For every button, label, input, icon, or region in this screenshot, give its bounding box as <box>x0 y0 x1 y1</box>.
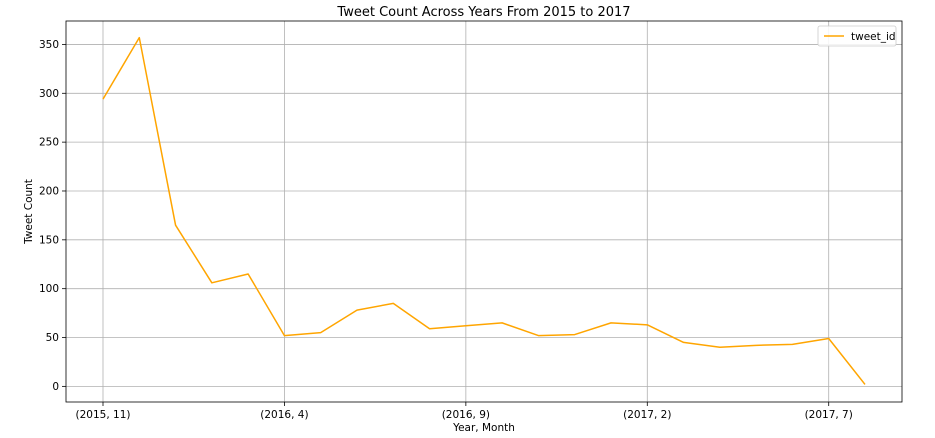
x-tick-label: (2017, 7) <box>805 409 853 421</box>
x-tick-label: (2016, 9) <box>442 409 490 421</box>
y-tick-label: 50 <box>46 332 59 344</box>
y-tick-label: 150 <box>39 234 59 246</box>
y-tick-label: 100 <box>39 283 59 295</box>
x-tick-label: (2016, 4) <box>260 409 308 421</box>
y-axis-label: Tweet Count <box>23 179 35 245</box>
x-axis-label: Year, Month <box>452 422 515 434</box>
legend-box <box>817 25 897 47</box>
legend: tweet_id <box>817 25 897 47</box>
plot-frame <box>65 20 903 403</box>
y-tick-label: 350 <box>39 39 59 51</box>
chart-title: Tweet Count Across Years From 2015 to 20… <box>336 5 630 20</box>
y-tick-label: 300 <box>39 88 59 100</box>
y-tick-label: 200 <box>39 185 59 197</box>
x-tick-label: (2015, 11) <box>76 409 131 421</box>
y-tick-label: 0 <box>52 381 59 393</box>
series-layer <box>102 36 866 385</box>
y-tick-label: 250 <box>39 137 59 149</box>
series-line-tweet-id <box>102 36 866 385</box>
axis-ticks: 0 50 100 150 200 250 300 350 (2015, 11) (2016, 4)… <box>39 39 853 421</box>
x-tick-label: (2017, 2) <box>623 409 671 421</box>
legend-label-tweet-id: tweet_id <box>851 31 896 43</box>
